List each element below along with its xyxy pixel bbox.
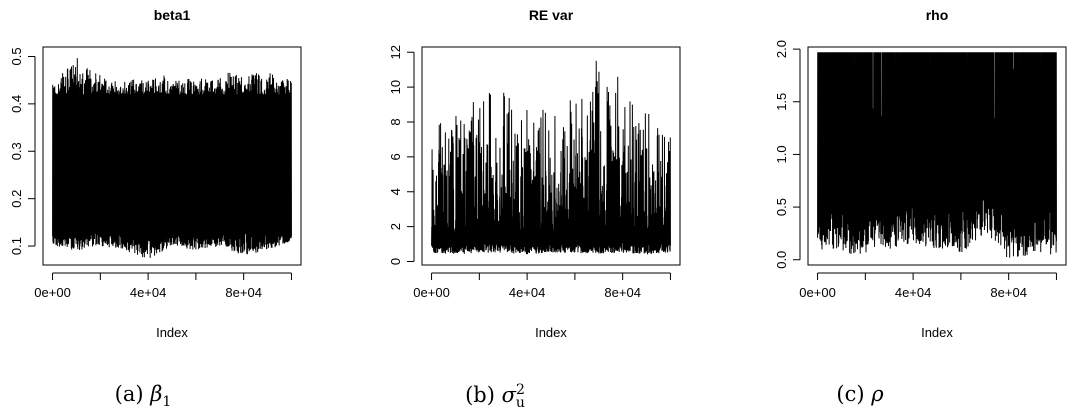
caption-c: (c) ρ <box>836 382 884 406</box>
x-tick-label: 8e+04 <box>225 285 262 300</box>
y-tick-label: 0.4 <box>9 95 24 113</box>
y-tick-label: 2 <box>388 223 403 230</box>
y-tick-label: 0.2 <box>9 190 24 208</box>
x-tick-label: 0e+00 <box>34 285 71 300</box>
caption-a: (a) β1 <box>114 382 172 411</box>
plot-frame <box>421 46 681 266</box>
x-tick-label: 8e+04 <box>604 285 641 300</box>
x-tick-label: 4e+04 <box>130 285 167 300</box>
x-tick-label: 0e+00 <box>413 285 450 300</box>
caption-b: (b) σ2u <box>465 382 525 412</box>
trace-line <box>817 52 1057 258</box>
chart-title: RE var <box>529 7 574 23</box>
y-tick-label: 12 <box>388 45 403 59</box>
y-tick-label: 0.5 <box>774 198 789 216</box>
chart-panel-1: beta1 0e+00 4e+04 8e+04 Index 0.1 0.2 0.3 0.4 0.5 <box>9 7 302 340</box>
y-tick-label: 4 <box>388 188 403 195</box>
y-tick-label: 0.5 <box>9 47 24 65</box>
plot-frame <box>807 46 1067 266</box>
y-tick-label: 6 <box>388 153 403 160</box>
plot-frame <box>42 46 302 266</box>
chart-title: beta1 <box>154 7 191 23</box>
trace-line <box>52 58 292 258</box>
x-axis-label: Index <box>535 325 567 340</box>
chart-title: rho <box>926 7 949 23</box>
y-tick-label: 0.0 <box>774 251 789 269</box>
trace-line <box>431 60 671 255</box>
chart-panel-2: RE var 0e+00 4e+04 8e+04 Index 0 2 4 6 8 10 12 <box>388 7 681 340</box>
caption-b-sub: u <box>515 395 525 412</box>
x-tick-label: 4e+04 <box>509 285 546 300</box>
y-tick-label: 2.0 <box>774 40 789 58</box>
caption-b-symbol: σ <box>501 383 516 407</box>
y-tick-label: 1.5 <box>774 93 789 111</box>
chart-panel-3: rho 0e+00 4e+04 8e+04 Index 0.0 0.5 1.0 1.5 2.0 <box>774 7 1067 340</box>
caption-a-symbol: β <box>150 382 163 406</box>
x-axis-label: Index <box>921 325 953 340</box>
caption-c-symbol: ρ <box>871 382 884 406</box>
y-tick-label: 8 <box>388 118 403 125</box>
x-tick-label: 0e+00 <box>799 285 836 300</box>
x-axis-label: Index <box>156 325 188 340</box>
caption-b-sup: 2 <box>515 382 525 398</box>
y-tick-label: 0.3 <box>9 142 24 160</box>
caption-a-sub: 1 <box>162 394 172 411</box>
x-tick-label: 8e+04 <box>990 285 1027 300</box>
y-tick-label: 0 <box>388 258 403 265</box>
y-tick-label: 1.0 <box>774 145 789 163</box>
x-tick-label: 4e+04 <box>895 285 932 300</box>
y-tick-label: 0.1 <box>9 237 24 255</box>
y-tick-label: 10 <box>388 80 403 94</box>
